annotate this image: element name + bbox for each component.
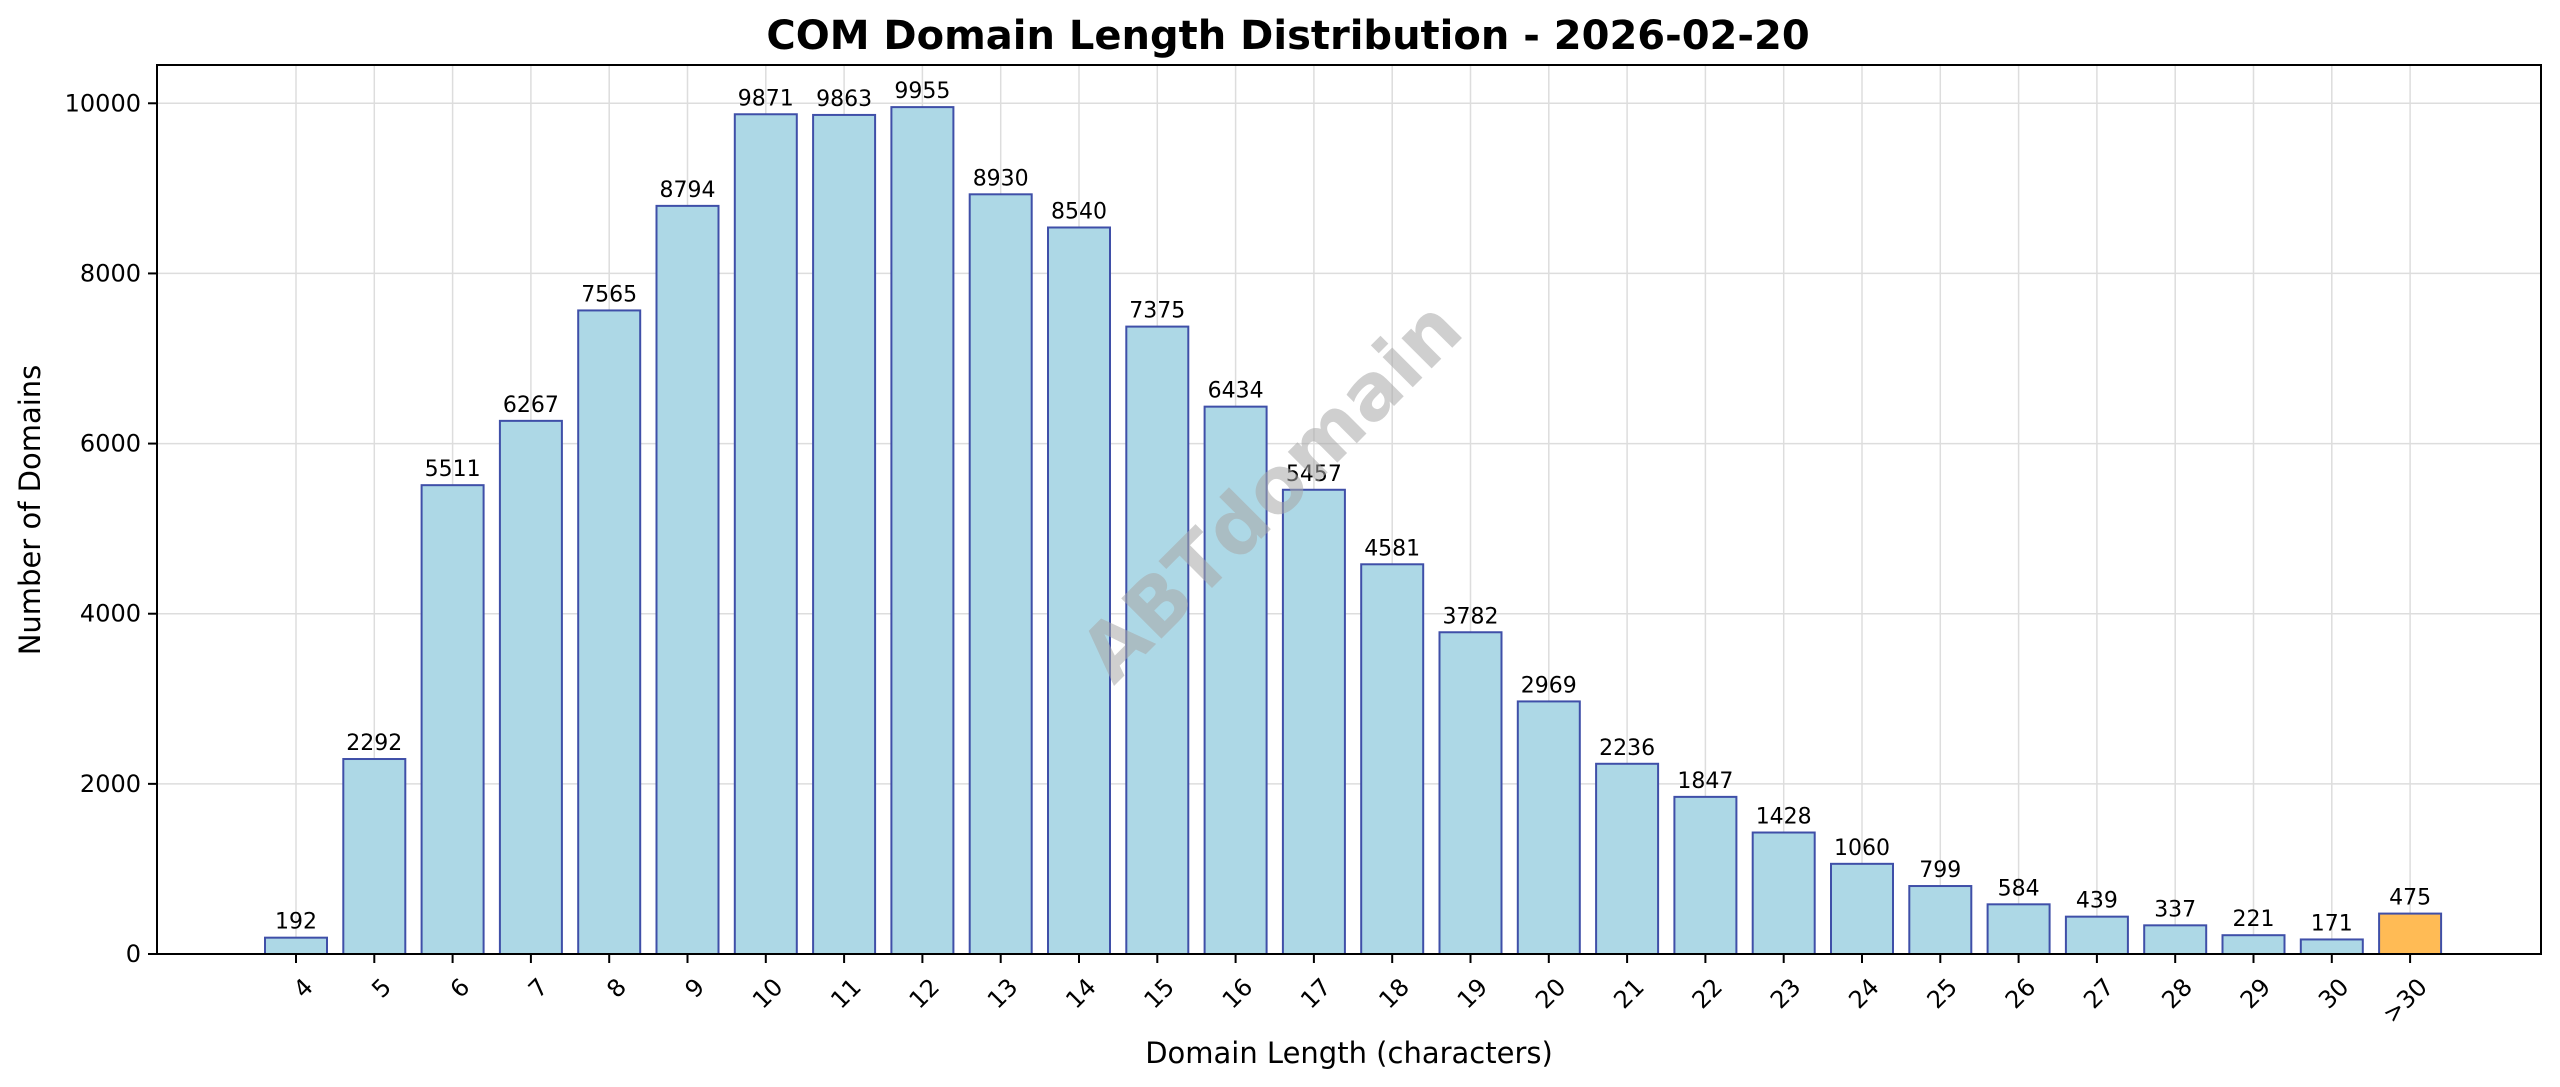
bar-21	[1595, 762, 1660, 956]
bar-6	[420, 484, 485, 955]
bar-7	[498, 419, 563, 955]
y-tick-label: 0	[126, 940, 141, 968]
data-label: 1847	[1677, 769, 1733, 794]
data-label: 9863	[816, 87, 872, 112]
data-label: 799	[1919, 858, 1961, 883]
x-tick-label: 26	[2000, 973, 2041, 1014]
x-tick-label: 6	[445, 973, 476, 1004]
y-tick-label: 2000	[80, 770, 141, 798]
y-tick-label: 10000	[65, 89, 141, 117]
data-label: 584	[1998, 876, 2040, 901]
x-axis-label: Domain Length (characters)	[1145, 1036, 1553, 1070]
bar-11	[812, 113, 877, 955]
data-labels: 192 2292 5511 6267 7565 8794 9871 9863 9955 8930 8…	[275, 79, 2431, 936]
bar-17	[1281, 488, 1346, 955]
bar-15	[1125, 325, 1190, 955]
x-tick-label: 16	[1217, 973, 1258, 1014]
data-label: 7565	[581, 282, 637, 307]
y-tick-label: 8000	[80, 259, 141, 287]
data-label: 5511	[425, 457, 481, 482]
x-tick-label: 29	[2235, 973, 2276, 1014]
x-tick-label: 27	[2078, 973, 2119, 1014]
bar-14	[1047, 226, 1111, 956]
bar-24	[1830, 862, 1894, 955]
data-label: 475	[2389, 886, 2431, 911]
bar-28	[2143, 924, 2208, 955]
chart-title: COM Domain Length Distribution - 2026-02…	[766, 13, 1809, 59]
data-label: 9955	[894, 79, 950, 104]
bar-19	[1438, 631, 1503, 955]
x-tick-label: 25	[1922, 973, 1963, 1014]
data-label: 439	[2076, 889, 2118, 914]
data-label: 4581	[1364, 536, 1420, 561]
y-axis: 0 2000 4000 6000 8000 10000	[65, 89, 157, 968]
data-label: 2292	[346, 731, 402, 756]
x-tick-label: 13	[982, 973, 1023, 1014]
bar-22	[1673, 795, 1738, 955]
data-label: 6434	[1208, 379, 1264, 404]
bar-10	[733, 113, 798, 956]
x-tick-label: 17	[1295, 973, 1336, 1014]
y-tick-label: 4000	[80, 600, 141, 628]
plot-frame	[156, 64, 2542, 955]
data-label: 221	[2233, 907, 2275, 932]
data-label: 8540	[1051, 199, 1107, 224]
x-tick-label: 9	[680, 973, 711, 1004]
x-tick-label: 18	[1373, 973, 1414, 1014]
x-tick-label: 12	[904, 973, 945, 1014]
x-tick-label: 4	[288, 973, 319, 1004]
bar-16	[1203, 405, 1268, 955]
data-label: 2236	[1599, 736, 1655, 761]
x-tick-label: 14	[1060, 973, 1101, 1014]
x-tick-label: 20	[1530, 973, 1571, 1014]
data-label: 6267	[503, 393, 559, 418]
x-tick-label: 19	[1452, 973, 1493, 1014]
x-tick-label: 15	[1139, 973, 1180, 1014]
x-axis: 4 5 6 7 8 9 10 11 12 13 14 15 16 17 18 19 20 21 22 23 24 25 26…	[288, 954, 2433, 1029]
bar-29	[2221, 934, 2286, 956]
data-label: 5457	[1286, 462, 1342, 487]
data-label: 9871	[738, 86, 794, 111]
bar-8	[577, 309, 642, 955]
bar-27	[2064, 915, 2129, 956]
bar-13	[968, 193, 1033, 956]
x-tick-label: 11	[825, 973, 866, 1014]
bar-23	[1751, 831, 1816, 956]
bar-gt30	[2378, 912, 2443, 955]
data-label: 2969	[1521, 673, 1577, 698]
x-tick-label: 21	[1608, 973, 1649, 1014]
data-label: 1428	[1756, 805, 1812, 830]
bar-30	[2299, 938, 2364, 955]
x-tick-label: 23	[1765, 973, 1806, 1014]
data-label: 171	[2311, 911, 2353, 936]
data-label: 8794	[660, 178, 716, 203]
bar-25	[1908, 885, 1973, 955]
bar-18	[1360, 563, 1425, 955]
x-tick-label: 8	[601, 973, 632, 1004]
data-label: 1060	[1834, 836, 1890, 861]
data-label: 3782	[1443, 604, 1499, 629]
bar-20	[1516, 700, 1581, 956]
bar-12	[890, 106, 955, 955]
data-label: 8930	[973, 166, 1029, 191]
bars	[264, 106, 2443, 956]
bar-4	[264, 936, 328, 955]
y-axis-label: Number of Domains	[13, 365, 47, 656]
y-tick-label: 6000	[80, 430, 141, 458]
data-label: 337	[2154, 897, 2196, 922]
bar-9	[655, 204, 720, 955]
x-tick-label: 22	[1687, 973, 1728, 1014]
x-tick-label: 28	[2156, 973, 2197, 1014]
x-tick-label: 5	[366, 973, 397, 1004]
data-label: 7375	[1129, 299, 1185, 324]
bar-26	[1986, 903, 2051, 956]
data-label: 192	[275, 910, 317, 935]
bar-5	[342, 758, 407, 955]
x-tick-label: >30	[2377, 973, 2433, 1029]
x-tick-label: 10	[747, 973, 788, 1014]
x-tick-label: 24	[1843, 973, 1884, 1014]
x-tick-label: 30	[2313, 973, 2354, 1014]
x-tick-label: 7	[523, 973, 554, 1004]
